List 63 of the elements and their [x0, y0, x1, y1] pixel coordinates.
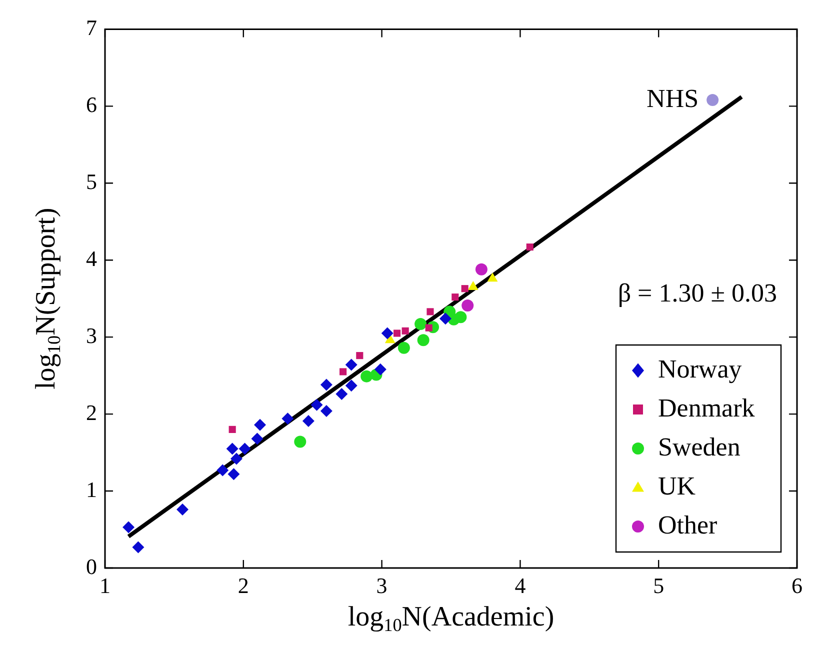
point: [302, 414, 314, 427]
x-tick-label: 3: [376, 572, 388, 598]
y-tick-label: 5: [86, 168, 97, 194]
point: [461, 285, 468, 292]
point: [230, 452, 242, 465]
point: [360, 370, 373, 382]
point: [228, 426, 236, 433]
y-tick-label: 0: [86, 554, 97, 579]
x-tick-label: 2: [238, 572, 249, 598]
point: [393, 330, 401, 337]
point: [398, 342, 410, 354]
x-tick-label: 4: [514, 572, 526, 598]
x-tick-label: 5: [653, 572, 664, 598]
legend-label: UK: [658, 471, 696, 500]
point: [345, 358, 358, 371]
point: [426, 308, 434, 316]
point: [374, 363, 386, 376]
point: [226, 442, 238, 455]
point: [417, 334, 430, 346]
point: [487, 272, 498, 282]
point: [356, 352, 364, 360]
point: [132, 541, 144, 554]
point: [454, 311, 467, 324]
point: [216, 464, 229, 476]
point: [414, 318, 427, 330]
legend-label: Other: [658, 510, 718, 540]
point: [468, 281, 478, 290]
legend-label: Denmark: [658, 393, 755, 422]
point: [425, 324, 432, 332]
point: [452, 294, 459, 301]
point: [526, 243, 534, 251]
point: [462, 300, 474, 312]
point: [122, 521, 135, 534]
y-tick-label: 4: [86, 246, 97, 271]
point: [320, 378, 332, 391]
y-tick-label: 2: [86, 400, 97, 425]
point: [310, 398, 323, 411]
legend-label: Sweden: [658, 432, 740, 462]
legend-label: Norway: [658, 354, 742, 384]
x-tick-label: 6: [792, 572, 802, 598]
point: [475, 263, 488, 276]
point: [228, 468, 240, 480]
point: [320, 404, 332, 417]
point: [439, 312, 452, 325]
annotation: β = 1.30 ± 0.03: [618, 278, 777, 308]
point: [251, 432, 264, 445]
point: [336, 388, 348, 400]
point: [381, 327, 394, 340]
point: [238, 442, 251, 455]
point: [345, 380, 358, 392]
point: [254, 418, 266, 431]
y-tick-label: 1: [86, 476, 97, 502]
y-axis-title: log10N(Support): [30, 208, 64, 390]
point: [340, 368, 347, 376]
y-tick-label: 6: [86, 92, 97, 117]
point: [176, 504, 189, 516]
point: [294, 436, 306, 448]
y-tick-label: 3: [86, 322, 97, 348]
annotation: NHS: [646, 84, 699, 113]
point: [282, 412, 294, 425]
point: [706, 94, 719, 106]
y-tick-label: 7: [86, 14, 97, 40]
point: [402, 327, 409, 334]
